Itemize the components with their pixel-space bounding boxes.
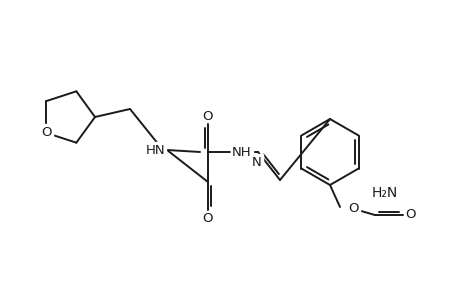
Text: N: N [252,155,261,169]
Text: HN: HN [145,143,165,157]
Text: NH: NH [231,146,251,158]
Text: O: O [347,202,358,215]
Text: O: O [41,126,51,140]
Text: H₂N: H₂N [371,186,397,200]
Text: O: O [202,110,213,122]
Text: O: O [202,212,213,224]
Text: O: O [405,208,415,221]
